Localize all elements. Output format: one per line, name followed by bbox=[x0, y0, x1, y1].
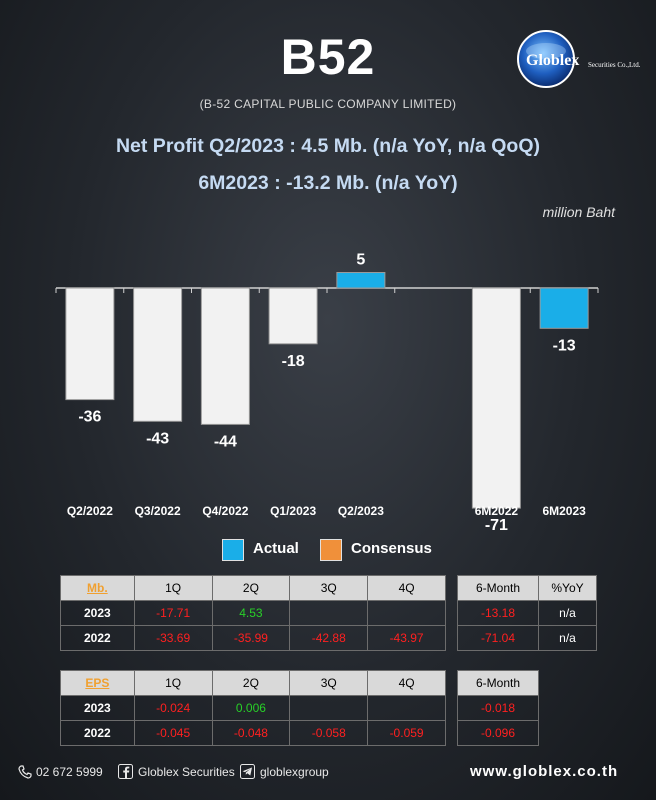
legend-consensus-swatch bbox=[320, 539, 342, 561]
table-header-cell: 1Q bbox=[133, 575, 213, 601]
company-name: (B-52 CAPITAL PUBLIC COMPANY LIMITED) bbox=[199, 97, 457, 111]
table-cell: -0.024 bbox=[133, 695, 213, 721]
table-cell bbox=[289, 600, 369, 626]
phone-icon bbox=[18, 765, 32, 779]
svg-text:Securities Co.,Ltd.: Securities Co.,Ltd. bbox=[588, 61, 640, 69]
unit-label: million Baht bbox=[542, 204, 615, 220]
category-label: 6M2022 bbox=[475, 504, 519, 518]
row-year: 2023 bbox=[60, 695, 135, 721]
table-row: 2022 -33.69 -35.99 -42.88 -43.97 bbox=[60, 625, 446, 651]
table-cell bbox=[289, 695, 369, 721]
table-cell: -0.058 bbox=[289, 720, 369, 746]
eps-summary-table: 6-Month -0.018 -0.096 bbox=[457, 670, 539, 746]
svg-text:Globlex: Globlex bbox=[526, 52, 579, 69]
data-label: -36 bbox=[78, 409, 101, 426]
eps-quarter-table: EPS 1Q 2Q 3Q 4Q 2023 -0.024 0.006 2022 -… bbox=[60, 670, 446, 746]
bar-q2-2023 bbox=[336, 272, 386, 289]
bar-6m2022 bbox=[471, 287, 521, 509]
net-profit-quarter-table: Mb. 1Q 2Q 3Q 4Q 2023 -17.71 4.53 2022 -3… bbox=[60, 575, 446, 651]
table-cell: -17.71 bbox=[133, 600, 213, 626]
table-cell: -0.018 bbox=[457, 695, 539, 721]
data-label: -44 bbox=[214, 433, 237, 450]
table-row: 2023 -17.71 4.53 bbox=[60, 600, 446, 626]
table-header-cell: 1Q bbox=[133, 670, 213, 696]
row-year: 2022 bbox=[60, 720, 135, 746]
globlex-logo: Globlex Securities Co.,Ltd. bbox=[517, 30, 640, 88]
legend-actual-label: Actual bbox=[253, 540, 299, 557]
table-header-cell: 3Q bbox=[289, 670, 369, 696]
bar-q1-2023 bbox=[268, 287, 318, 345]
net-profit-half-year: 6M2023 : -13.2 Mb. (n/a YoY) bbox=[198, 172, 458, 194]
table-cell: -43.97 bbox=[367, 625, 446, 651]
table-cell: n/a bbox=[538, 600, 597, 626]
telegram-icon bbox=[240, 764, 255, 779]
table-cell bbox=[367, 600, 446, 626]
table-header-cell: 2Q bbox=[211, 575, 291, 601]
table-cell: -0.048 bbox=[211, 720, 291, 746]
table-cell: -71.04 bbox=[456, 625, 540, 651]
net-profit-quarter: Net Profit Q2/2023 : 4.5 Mb. (n/a YoY, n… bbox=[115, 135, 541, 157]
category-label: Q3/2022 bbox=[135, 504, 181, 518]
table-row: -0.018 bbox=[457, 695, 539, 721]
data-label: 5 bbox=[356, 252, 365, 269]
table-header-cell: 2Q bbox=[211, 670, 291, 696]
table-cell: 0.006 bbox=[211, 695, 291, 721]
category-label: Q2/2023 bbox=[338, 504, 384, 518]
table-cell: -0.059 bbox=[367, 720, 446, 746]
facebook-icon bbox=[118, 764, 133, 779]
table-header-cell: Mb. bbox=[60, 575, 135, 601]
category-label: Q2/2022 bbox=[67, 504, 113, 518]
table-row: 2022 -0.045 -0.048 -0.058 -0.059 bbox=[60, 720, 446, 746]
row-year: 2022 bbox=[60, 625, 135, 651]
table-cell: -35.99 bbox=[211, 625, 291, 651]
category-label: Q4/2022 bbox=[202, 504, 248, 518]
row-year: 2023 bbox=[60, 600, 135, 626]
net-profit-summary-table: 6-Month %YoY -13.18 n/a -71.04 n/a bbox=[456, 575, 597, 651]
table-header-cell: 6-Month bbox=[456, 575, 540, 601]
table-cell: -42.88 bbox=[289, 625, 369, 651]
table-cell: -0.096 bbox=[457, 720, 539, 746]
footer-phone: 02 672 5999 bbox=[36, 765, 103, 779]
table-header-cell: 6-Month bbox=[457, 670, 539, 696]
table-row: 2023 -0.024 0.006 bbox=[60, 695, 446, 721]
data-label: -71 bbox=[485, 517, 508, 530]
bar-q2-2022 bbox=[65, 287, 115, 401]
table-header-cell: 4Q bbox=[367, 670, 446, 696]
table-header-cell: 4Q bbox=[367, 575, 446, 601]
table-row: -71.04 n/a bbox=[456, 625, 597, 651]
table-cell: -0.045 bbox=[133, 720, 213, 746]
footer-facebook: Globlex Securities bbox=[138, 765, 235, 779]
data-label: -18 bbox=[282, 353, 305, 370]
legend-actual-swatch bbox=[222, 539, 244, 561]
table-header-cell: 3Q bbox=[289, 575, 369, 601]
footer-telegram: globlexgroup bbox=[260, 765, 329, 779]
bar-q4-2022 bbox=[200, 287, 250, 425]
net-profit-bar-chart: -36 -43 -44 -18 5 -71 -13 Q2/2022 Q3/2022 Q4/202… bbox=[55, 252, 599, 530]
table-header-cell: EPS bbox=[60, 670, 135, 696]
table-cell: n/a bbox=[538, 625, 597, 651]
table-cell bbox=[367, 695, 446, 721]
category-label: 6M2023 bbox=[542, 504, 586, 518]
ticker-title: B52 bbox=[280, 29, 376, 85]
data-label: -13 bbox=[553, 337, 576, 354]
table-cell: -33.69 bbox=[133, 625, 213, 651]
table-row: -13.18 n/a bbox=[456, 600, 597, 626]
table-row: -0.096 bbox=[457, 720, 539, 746]
footer-website: www.globlex.co.th bbox=[470, 763, 619, 780]
legend-consensus-label: Consensus bbox=[351, 540, 432, 557]
table-cell: 4.53 bbox=[211, 600, 291, 626]
bar-q3-2022 bbox=[133, 287, 183, 422]
table-cell: -13.18 bbox=[456, 600, 540, 626]
category-label: Q1/2023 bbox=[270, 504, 316, 518]
bar-6m2023 bbox=[539, 287, 589, 329]
table-header-cell: %YoY bbox=[538, 575, 597, 601]
data-label: -43 bbox=[146, 430, 169, 447]
